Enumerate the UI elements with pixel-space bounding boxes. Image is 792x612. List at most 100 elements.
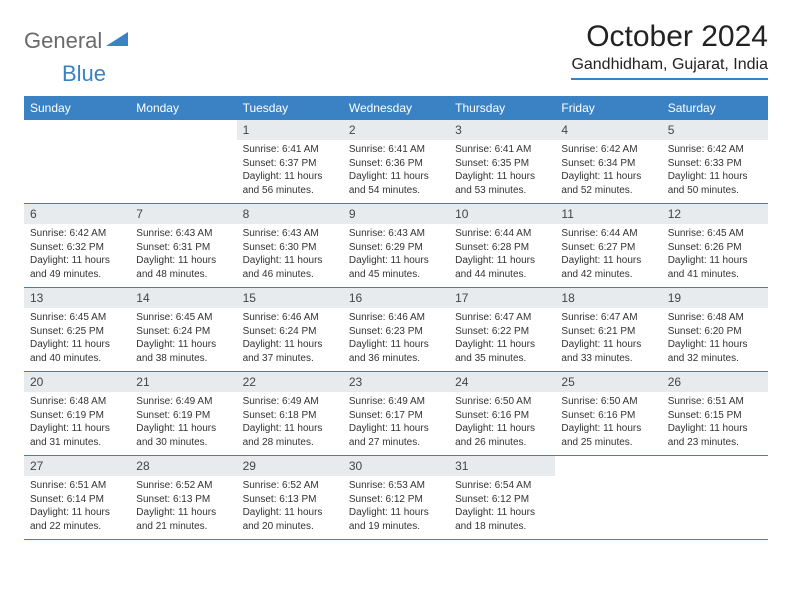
calendar-cell: 23Sunrise: 6:49 AMSunset: 6:17 PMDayligh…	[343, 372, 449, 456]
calendar-cell: 15Sunrise: 6:46 AMSunset: 6:24 PMDayligh…	[237, 288, 343, 372]
logo-triangle-icon	[106, 28, 128, 51]
day-data: Sunrise: 6:43 AMSunset: 6:31 PMDaylight:…	[130, 224, 236, 287]
day-data: Sunrise: 6:43 AMSunset: 6:30 PMDaylight:…	[237, 224, 343, 287]
day-number: 13	[24, 288, 130, 308]
day-number: 1	[237, 120, 343, 140]
day-number: 29	[237, 456, 343, 476]
day-number: 17	[449, 288, 555, 308]
day-data: Sunrise: 6:48 AMSunset: 6:19 PMDaylight:…	[24, 392, 130, 455]
day-data: Sunrise: 6:45 AMSunset: 6:25 PMDaylight:…	[24, 308, 130, 371]
calendar-cell: ..	[130, 120, 236, 204]
day-number: 12	[662, 204, 768, 224]
day-number: 8	[237, 204, 343, 224]
day-number: 19	[662, 288, 768, 308]
calendar-cell: 3Sunrise: 6:41 AMSunset: 6:35 PMDaylight…	[449, 120, 555, 204]
calendar-cell: 17Sunrise: 6:47 AMSunset: 6:22 PMDayligh…	[449, 288, 555, 372]
calendar-cell: 4Sunrise: 6:42 AMSunset: 6:34 PMDaylight…	[555, 120, 661, 204]
day-data: Sunrise: 6:49 AMSunset: 6:17 PMDaylight:…	[343, 392, 449, 455]
calendar-cell: 28Sunrise: 6:52 AMSunset: 6:13 PMDayligh…	[130, 456, 236, 540]
day-data: Sunrise: 6:43 AMSunset: 6:29 PMDaylight:…	[343, 224, 449, 287]
calendar-cell: 5Sunrise: 6:42 AMSunset: 6:33 PMDaylight…	[662, 120, 768, 204]
day-data: Sunrise: 6:41 AMSunset: 6:37 PMDaylight:…	[237, 140, 343, 203]
calendar-cell: 7Sunrise: 6:43 AMSunset: 6:31 PMDaylight…	[130, 204, 236, 288]
day-number: 3	[449, 120, 555, 140]
calendar-cell: 24Sunrise: 6:50 AMSunset: 6:16 PMDayligh…	[449, 372, 555, 456]
day-number: 15	[237, 288, 343, 308]
day-data: Sunrise: 6:48 AMSunset: 6:20 PMDaylight:…	[662, 308, 768, 371]
day-number: 4	[555, 120, 661, 140]
calendar-cell: 8Sunrise: 6:43 AMSunset: 6:30 PMDaylight…	[237, 204, 343, 288]
logo-text-1: General	[24, 28, 102, 54]
week-row: 27Sunrise: 6:51 AMSunset: 6:14 PMDayligh…	[24, 456, 768, 540]
day-number: 2	[343, 120, 449, 140]
calendar-cell: 29Sunrise: 6:52 AMSunset: 6:13 PMDayligh…	[237, 456, 343, 540]
month-title: October 2024	[571, 20, 768, 54]
day-data: Sunrise: 6:45 AMSunset: 6:26 PMDaylight:…	[662, 224, 768, 287]
day-number: 14	[130, 288, 236, 308]
calendar-cell: 16Sunrise: 6:46 AMSunset: 6:23 PMDayligh…	[343, 288, 449, 372]
day-header: Saturday	[662, 96, 768, 120]
calendar-cell: 26Sunrise: 6:51 AMSunset: 6:15 PMDayligh…	[662, 372, 768, 456]
day-data: Sunrise: 6:42 AMSunset: 6:33 PMDaylight:…	[662, 140, 768, 203]
calendar-cell: 9Sunrise: 6:43 AMSunset: 6:29 PMDaylight…	[343, 204, 449, 288]
day-header: Sunday	[24, 96, 130, 120]
day-header: Wednesday	[343, 96, 449, 120]
calendar-cell: ..	[24, 120, 130, 204]
calendar-cell: 1Sunrise: 6:41 AMSunset: 6:37 PMDaylight…	[237, 120, 343, 204]
week-row: 6Sunrise: 6:42 AMSunset: 6:32 PMDaylight…	[24, 204, 768, 288]
day-data: Sunrise: 6:46 AMSunset: 6:24 PMDaylight:…	[237, 308, 343, 371]
calendar-cell: 2Sunrise: 6:41 AMSunset: 6:36 PMDaylight…	[343, 120, 449, 204]
day-data: Sunrise: 6:46 AMSunset: 6:23 PMDaylight:…	[343, 308, 449, 371]
day-data: Sunrise: 6:41 AMSunset: 6:35 PMDaylight:…	[449, 140, 555, 203]
day-data: Sunrise: 6:53 AMSunset: 6:12 PMDaylight:…	[343, 476, 449, 539]
day-data: Sunrise: 6:42 AMSunset: 6:32 PMDaylight:…	[24, 224, 130, 287]
day-data: Sunrise: 6:41 AMSunset: 6:36 PMDaylight:…	[343, 140, 449, 203]
day-number: 7	[130, 204, 236, 224]
day-data: Sunrise: 6:51 AMSunset: 6:14 PMDaylight:…	[24, 476, 130, 539]
week-row: 20Sunrise: 6:48 AMSunset: 6:19 PMDayligh…	[24, 372, 768, 456]
day-header: Thursday	[449, 96, 555, 120]
day-number: 9	[343, 204, 449, 224]
calendar-cell: 21Sunrise: 6:49 AMSunset: 6:19 PMDayligh…	[130, 372, 236, 456]
day-header: Monday	[130, 96, 236, 120]
day-number: 11	[555, 204, 661, 224]
calendar-cell: 27Sunrise: 6:51 AMSunset: 6:14 PMDayligh…	[24, 456, 130, 540]
day-number: 16	[343, 288, 449, 308]
day-number: 22	[237, 372, 343, 392]
day-data: Sunrise: 6:50 AMSunset: 6:16 PMDaylight:…	[449, 392, 555, 455]
day-number: 27	[24, 456, 130, 476]
day-data: Sunrise: 6:45 AMSunset: 6:24 PMDaylight:…	[130, 308, 236, 371]
day-header: Tuesday	[237, 96, 343, 120]
week-row: 13Sunrise: 6:45 AMSunset: 6:25 PMDayligh…	[24, 288, 768, 372]
day-data: Sunrise: 6:50 AMSunset: 6:16 PMDaylight:…	[555, 392, 661, 455]
calendar-cell: 6Sunrise: 6:42 AMSunset: 6:32 PMDaylight…	[24, 204, 130, 288]
day-data: Sunrise: 6:52 AMSunset: 6:13 PMDaylight:…	[130, 476, 236, 539]
logo-text-2: Blue	[62, 61, 106, 86]
calendar-cell: ..	[662, 456, 768, 540]
day-number: 18	[555, 288, 661, 308]
day-data: Sunrise: 6:44 AMSunset: 6:27 PMDaylight:…	[555, 224, 661, 287]
calendar-cell: 11Sunrise: 6:44 AMSunset: 6:27 PMDayligh…	[555, 204, 661, 288]
day-number: 6	[24, 204, 130, 224]
day-number: 24	[449, 372, 555, 392]
day-number: 31	[449, 456, 555, 476]
day-number: 21	[130, 372, 236, 392]
day-data: Sunrise: 6:54 AMSunset: 6:12 PMDaylight:…	[449, 476, 555, 539]
day-data: Sunrise: 6:47 AMSunset: 6:21 PMDaylight:…	[555, 308, 661, 371]
calendar-cell: 25Sunrise: 6:50 AMSunset: 6:16 PMDayligh…	[555, 372, 661, 456]
day-header-row: SundayMondayTuesdayWednesdayThursdayFrid…	[24, 96, 768, 120]
week-row: ....1Sunrise: 6:41 AMSunset: 6:37 PMDayl…	[24, 120, 768, 204]
calendar-cell: 22Sunrise: 6:49 AMSunset: 6:18 PMDayligh…	[237, 372, 343, 456]
calendar-cell: 19Sunrise: 6:48 AMSunset: 6:20 PMDayligh…	[662, 288, 768, 372]
day-number: 25	[555, 372, 661, 392]
day-data: Sunrise: 6:47 AMSunset: 6:22 PMDaylight:…	[449, 308, 555, 371]
day-data: Sunrise: 6:49 AMSunset: 6:19 PMDaylight:…	[130, 392, 236, 455]
day-data: Sunrise: 6:49 AMSunset: 6:18 PMDaylight:…	[237, 392, 343, 455]
calendar-table: SundayMondayTuesdayWednesdayThursdayFrid…	[24, 96, 768, 540]
calendar-cell: 18Sunrise: 6:47 AMSunset: 6:21 PMDayligh…	[555, 288, 661, 372]
calendar-cell: ..	[555, 456, 661, 540]
day-number: 26	[662, 372, 768, 392]
calendar-cell: 12Sunrise: 6:45 AMSunset: 6:26 PMDayligh…	[662, 204, 768, 288]
calendar-cell: 13Sunrise: 6:45 AMSunset: 6:25 PMDayligh…	[24, 288, 130, 372]
day-data: Sunrise: 6:44 AMSunset: 6:28 PMDaylight:…	[449, 224, 555, 287]
